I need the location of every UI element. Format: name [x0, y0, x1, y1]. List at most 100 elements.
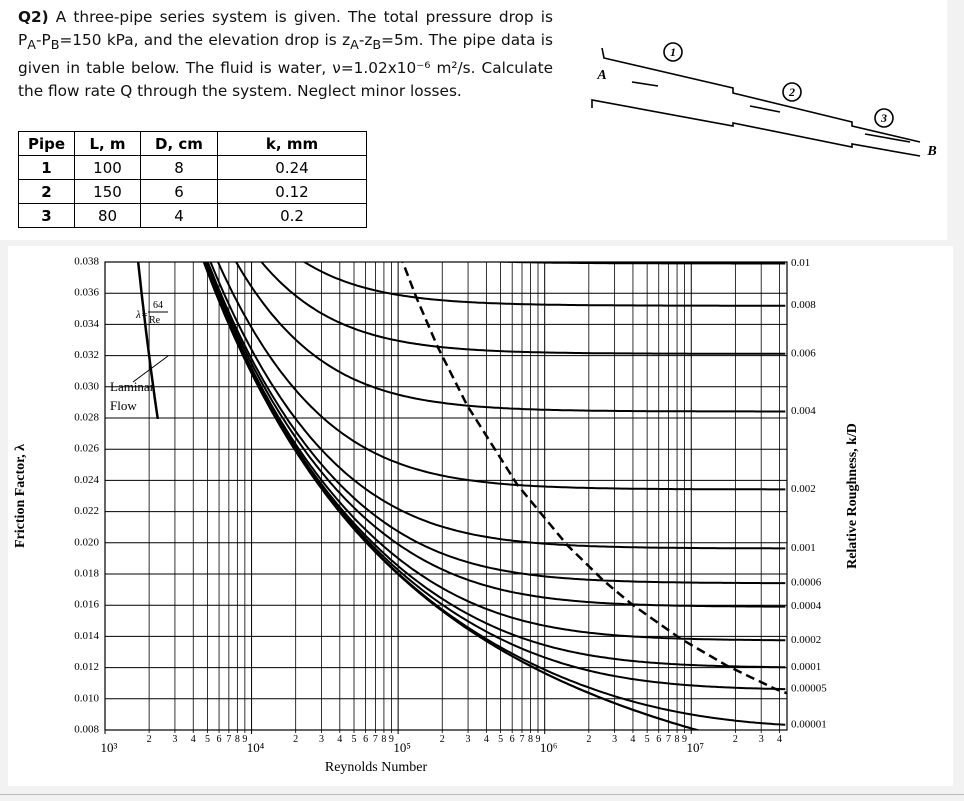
- roughness-label: 0.002: [791, 483, 816, 495]
- x-minor-tick-label: 7: [666, 734, 671, 745]
- roughness-curve: [205, 262, 786, 608]
- cell: 0.2: [217, 203, 367, 228]
- x-minor-tick-label: 6: [217, 734, 222, 745]
- label-circle: [663, 42, 683, 62]
- row: 2 150 6 0.12: [18, 179, 367, 204]
- text: -P: [35, 31, 51, 49]
- roughness-label: 0.0004: [791, 600, 822, 612]
- x-tick-label: 10⁷: [686, 740, 704, 755]
- x-minor-tick-label: 2: [147, 734, 152, 745]
- x-minor-tick-label: 2: [733, 734, 738, 745]
- y-tick-label: 0.028: [74, 412, 99, 424]
- x-minor-tick-label: 4: [484, 734, 489, 745]
- label-circle: [782, 82, 802, 102]
- label-circle: [874, 108, 894, 128]
- roughness-curve: [206, 262, 786, 585]
- x-minor-tick-label: 5: [352, 734, 357, 745]
- cell: 150: [74, 179, 141, 204]
- header-cell: Pipe: [18, 131, 75, 156]
- y-tick-label: 0.032: [74, 349, 99, 361]
- text: =5m. The pipe data is given in table bel…: [18, 31, 553, 101]
- roughness-label: 0.006: [791, 347, 816, 359]
- x-minor-tick-label: 3: [172, 734, 177, 745]
- x-minor-tick-label: 8: [675, 734, 680, 745]
- plot-frame: [104, 261, 788, 731]
- x-minor-tick-label: 5: [498, 734, 503, 745]
- x-minor-tick-label: 6: [656, 734, 661, 745]
- y-tick-label: 0.018: [74, 568, 99, 580]
- row: 3 80 4 0.2: [18, 203, 367, 228]
- x-tick-label: 10³: [101, 740, 118, 755]
- cell: 0.12: [217, 179, 367, 204]
- pipe-wall: [591, 99, 921, 157]
- roughness-curve: [234, 262, 786, 413]
- x-minor-tick-label: 8: [381, 734, 386, 745]
- annotation: Flow: [110, 398, 137, 413]
- flow-arrow: [749, 105, 781, 113]
- roughness-label: 0.00005: [791, 683, 827, 695]
- y-tick-label: 0.036: [74, 287, 99, 299]
- curves: [136, 262, 787, 730]
- roughness-label: 0.0006: [791, 577, 822, 589]
- y-tick-label: 0.008: [74, 724, 99, 736]
- roughness-label: 0.004: [791, 405, 816, 417]
- x-tick-label: 10⁵: [393, 740, 411, 755]
- pipe-label: 1: [670, 45, 676, 59]
- moody-chart: 0.038 0.036 0.034 0.032 0.030 0.028 0.026 0.024…: [13, 256, 860, 775]
- header-cell: L, m: [74, 131, 141, 156]
- roughness-label: 0.008: [791, 299, 816, 311]
- x-minor-tick-label: 9: [535, 734, 540, 745]
- pipe-label: 3: [880, 111, 887, 125]
- header-cell: D, cm: [140, 131, 218, 156]
- y-tick-label: 0.038: [74, 256, 99, 268]
- y-tick-label: 0.010: [74, 692, 99, 704]
- x-minor-tick-label: 9: [242, 734, 247, 745]
- cell: 2: [18, 179, 75, 204]
- roughness-curve: [302, 262, 786, 307]
- text: A: [350, 38, 359, 54]
- laminar-line: [136, 262, 160, 420]
- x-minor-tick-label: 3: [466, 734, 471, 745]
- x-minor-tick-label: 9: [682, 734, 687, 745]
- cell: 8: [140, 155, 218, 180]
- text: B: [50, 38, 60, 54]
- cell: 3: [18, 203, 75, 228]
- text: =150 kPa, and the elevation drop is z: [59, 31, 351, 49]
- x-minor-tick-label: 2: [586, 734, 591, 745]
- x-minor-tick-label: 7: [373, 734, 378, 745]
- pipe-table: Pipe L, m D, cm k, mm 1 100 8 0.24 2 150 6 0.12 3 80 4…: [18, 131, 367, 228]
- x-minor-tick-label: 2: [440, 734, 445, 745]
- row: 1 100 8 0.24: [18, 155, 367, 180]
- leader: [132, 355, 169, 383]
- y-tick-label: 0.020: [74, 536, 99, 548]
- cell: 80: [74, 203, 141, 228]
- x-minor-tick-label: 4: [191, 734, 196, 745]
- pipe-label: 2: [788, 85, 795, 99]
- roughness-curve: [209, 262, 786, 550]
- roughness-label: 0.0002: [791, 634, 821, 646]
- x-minor-tick-label: 3: [759, 734, 764, 745]
- y-tick-label: 0.016: [74, 599, 99, 611]
- roughness-curve: [204, 262, 786, 642]
- cell: 0.24: [217, 155, 367, 180]
- roughness-curve: [202, 262, 786, 726]
- y-tick-label: 0.030: [74, 380, 99, 392]
- annotation: Re: [149, 315, 161, 326]
- x-minor-tick-label: 7: [519, 734, 524, 745]
- roughness-label: 0.0001: [791, 661, 821, 673]
- x-minor-tick-label: 5: [645, 734, 650, 745]
- roughness-curve: [216, 262, 786, 491]
- x-minor-tick-label: 6: [510, 734, 515, 745]
- point-label: B: [926, 144, 936, 159]
- divider: [0, 794, 964, 795]
- x-minor-tick-label: 7: [226, 734, 231, 745]
- annotation: Laminar: [110, 379, 155, 394]
- y-tick-label: 0.014: [74, 630, 99, 642]
- text: A: [27, 38, 36, 54]
- annotation: 64: [153, 300, 163, 311]
- flow-arrow: [631, 81, 659, 87]
- y-tick-label: 0.012: [74, 661, 99, 673]
- header-cell: k, mm: [217, 131, 367, 156]
- pipe-diagram: 1 2 3 A B: [591, 42, 937, 159]
